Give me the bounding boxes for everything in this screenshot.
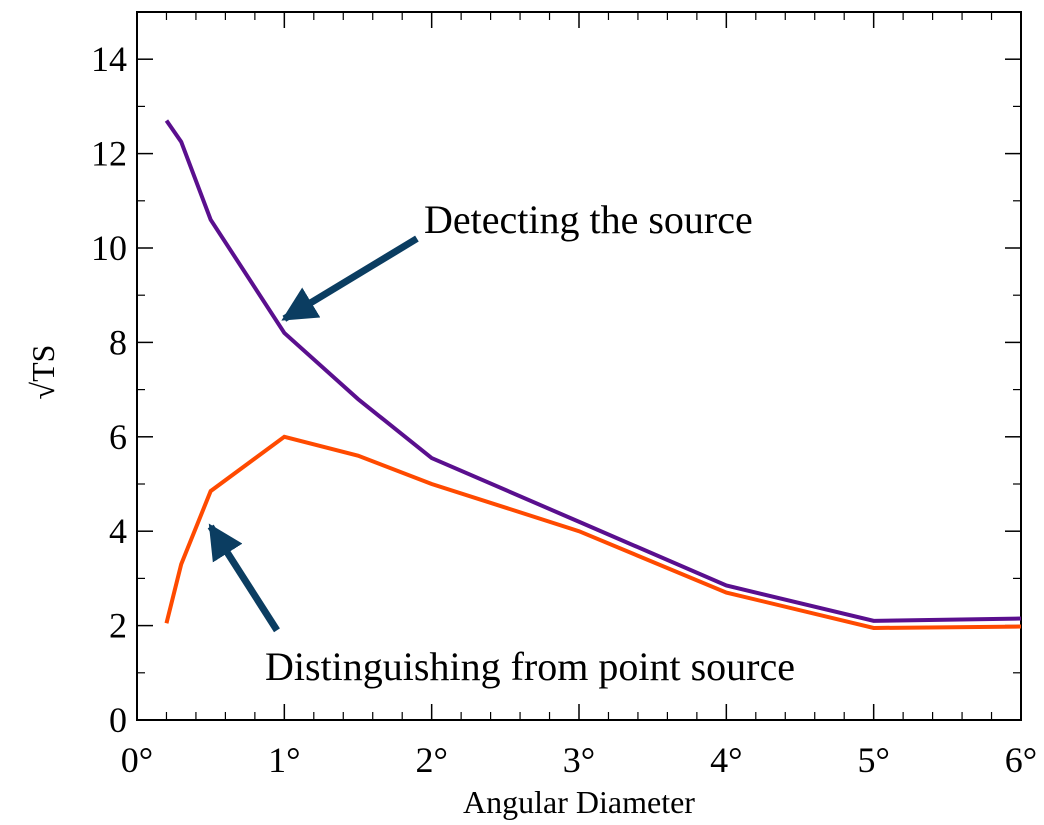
plot-frame [136, 11, 1022, 721]
y-tick-label: 6 [109, 417, 127, 457]
tick-labels: 0° 1° 2° 3° 4° 5° 6° 0 2 4 6 8 10 12 14 [91, 39, 1037, 780]
y-tick-label: 2 [109, 606, 127, 646]
x-tick-label: 6° [1005, 740, 1037, 780]
y-tick-label: 10 [91, 228, 127, 268]
annotation-label-detecting: Detecting the source [424, 197, 753, 242]
x-tick-label: 4° [710, 740, 742, 780]
x-tick-label: 5° [857, 740, 889, 780]
y-tick-label: 4 [109, 511, 127, 551]
y-axis-title: √TS [25, 345, 61, 400]
y-tick-label: 12 [91, 134, 127, 174]
y-tick-label: 14 [91, 39, 127, 79]
annotation-label-distinguishing: Distinguishing from point source [265, 644, 795, 689]
x-tick-label: 2° [415, 740, 447, 780]
x-tick-label: 3° [563, 740, 595, 780]
annotation-arrow-distinguishing [207, 523, 280, 633]
y-tick-label: 0 [109, 700, 127, 740]
annotation-arrow-detecting [281, 235, 419, 322]
annotation-layer: Detecting the source Distinguishing from… [207, 197, 795, 689]
x-tick-label: 1° [268, 740, 300, 780]
series-line-detecting [164, 119, 1022, 623]
y-tick-label: 8 [109, 322, 127, 362]
series-line-distinguishing [164, 434, 1022, 630]
x-axis-title: Angular Diameter [463, 784, 695, 820]
x-tick-label: 0° [121, 740, 153, 780]
series-layer [164, 119, 1022, 630]
